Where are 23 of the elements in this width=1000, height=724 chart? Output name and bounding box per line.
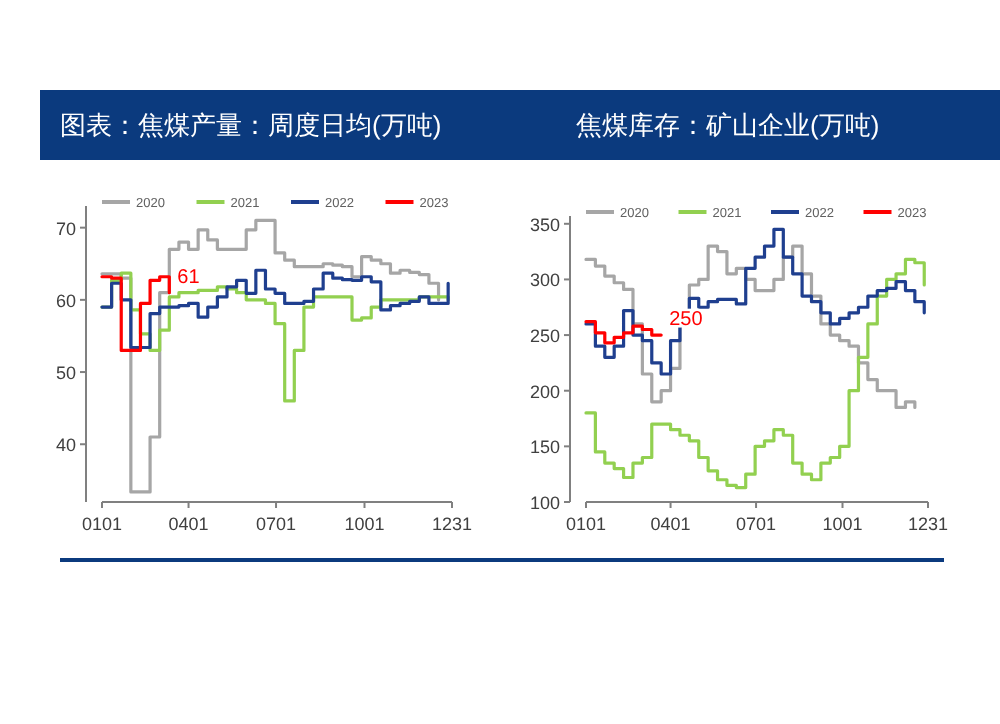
x-tick-label: 1001 [344,514,385,534]
x-tick-label: 1231 [907,514,949,534]
y-tick-label: 70 [55,218,76,239]
x-tick-label: 1231 [431,514,473,534]
x-tick-label: 0701 [736,514,777,534]
y-tick-label: 100 [529,493,560,513]
x-tick-label: 0401 [168,514,209,534]
y-tick-label: 350 [529,214,560,235]
annotation: 61 [177,266,201,289]
y-tick-label: 250 [529,326,560,347]
y-tick-label: 50 [55,363,76,384]
y-tick-label: 150 [529,437,560,458]
x-tick-label: 0101 [81,514,123,534]
chart-title: 图表：焦煤产量：周度日均(万吨) [60,110,442,140]
x-tick-label: 0101 [565,514,607,534]
x-tick-label: 0401 [650,514,691,534]
x-tick-label: 0701 [256,514,297,534]
chart-title: 焦煤库存：矿山企业(万吨) [576,110,880,140]
y-tick-label: 300 [529,270,560,291]
y-tick-label: 60 [55,290,76,311]
x-tick-label: 1001 [822,514,863,534]
y-tick-label: 200 [529,381,560,402]
y-tick-label: 40 [55,435,76,456]
